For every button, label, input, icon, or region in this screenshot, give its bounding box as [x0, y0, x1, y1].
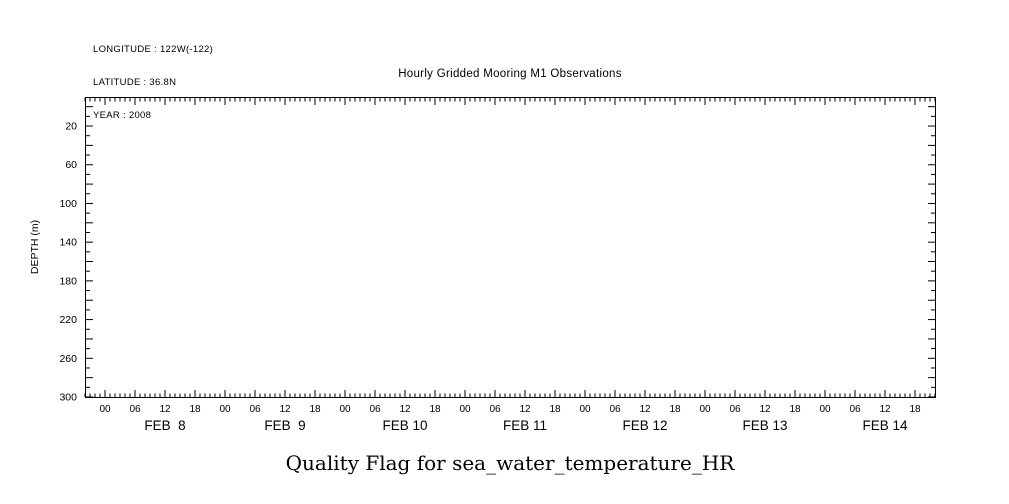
x-hour-label: 00	[219, 404, 231, 415]
x-hour-label: 18	[669, 404, 681, 415]
y-axis-title: DEPTH (m)	[29, 220, 41, 274]
x-day-label: FEB 10	[382, 418, 427, 433]
plot-annotations: LONGITUDE : 122W(-122) LATITUDE : 36.8N …	[93, 22, 213, 143]
y-tick-label: 140	[59, 237, 77, 249]
x-hour-label: 18	[189, 404, 201, 415]
x-day-label: FEB 14	[862, 418, 908, 433]
x-hour-label: 06	[729, 404, 741, 415]
x-hour-label: 00	[339, 404, 351, 415]
annotation-longitude: LONGITUDE : 122W(-122)	[93, 44, 214, 55]
x-hour-label: 00	[819, 404, 831, 415]
x-hour-label: 18	[789, 404, 801, 415]
y-tick-label: 300	[59, 392, 77, 404]
x-hour-label: 06	[369, 404, 381, 415]
x-hour-label: 12	[279, 404, 291, 415]
chart-title: Hourly Gridded Mooring M1 Observations	[398, 68, 622, 80]
x-hour-label: 18	[909, 404, 921, 415]
x-hour-label: 00	[579, 404, 591, 415]
plot-frame	[85, 97, 936, 398]
x-hour-label: 06	[609, 404, 621, 415]
x-hour-label: 06	[849, 404, 861, 415]
x-hour-label: 06	[489, 404, 501, 415]
x-day-label: FEB 9	[264, 418, 305, 433]
annotation-year: YEAR : 2008	[93, 110, 152, 121]
x-day-label: FEB 8	[144, 418, 185, 433]
x-day-label: FEB 13	[742, 418, 787, 433]
chart-caption: Quality Flag for sea_water_temperature_H…	[285, 451, 735, 475]
x-hour-label: 12	[639, 404, 651, 415]
y-tick-label: 60	[65, 159, 77, 171]
x-hour-label: 12	[519, 404, 531, 415]
x-hour-label: 18	[429, 404, 441, 415]
x-hour-label: 00	[459, 404, 471, 415]
x-hour-label: 12	[879, 404, 891, 415]
y-tick-label: 100	[59, 198, 77, 210]
x-hour-label: 12	[759, 404, 771, 415]
y-tick-label: 20	[65, 121, 77, 133]
x-hour-label: 06	[249, 404, 261, 415]
y-tick-label: 260	[59, 353, 77, 365]
x-hour-label: 00	[99, 404, 111, 415]
x-day-label: FEB 12	[622, 418, 667, 433]
annotation-latitude: LATITUDE : 36.8N	[93, 77, 177, 88]
x-hour-label: 00	[699, 404, 711, 415]
x-hour-label: 18	[309, 404, 321, 415]
x-hour-label: 12	[399, 404, 411, 415]
x-hour-label: 12	[159, 404, 171, 415]
x-hour-label: 18	[549, 404, 561, 415]
y-tick-label: 180	[59, 275, 77, 287]
x-hour-label: 06	[129, 404, 141, 415]
y-tick-label: 220	[59, 314, 77, 326]
x-day-label: FEB 11	[503, 418, 547, 433]
